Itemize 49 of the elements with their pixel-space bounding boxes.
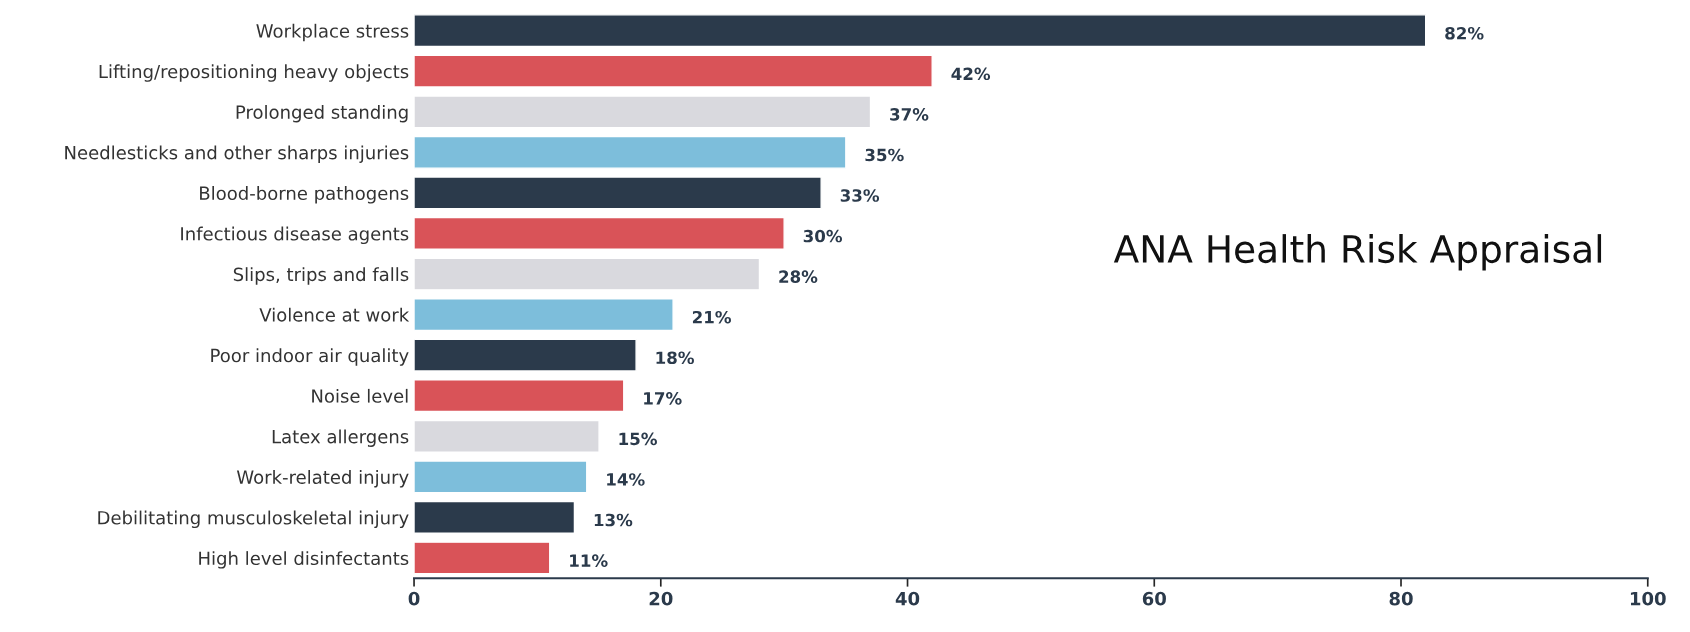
data-label: 15% [619, 432, 657, 446]
y-tick-label: Debilitating musculoskeletal injury [98, 510, 409, 529]
x-tick-label: 80 [1389, 591, 1413, 606]
x-tick-label: 60 [1142, 591, 1166, 606]
y-tick-label: Violence at work [259, 307, 410, 322]
bar [414, 541, 551, 575]
data-label: 28% [779, 270, 818, 283]
bar [414, 176, 822, 210]
x-tick-label: 20 [649, 591, 673, 606]
data-label: 37% [890, 108, 929, 121]
data-label: 82% [1445, 26, 1484, 40]
data-label: 14% [607, 473, 645, 486]
y-tick-label: Infectious disease agents [181, 226, 409, 245]
data-label: 21% [692, 310, 731, 324]
data-label: 17% [644, 392, 682, 405]
y-tick-label: Noise level [312, 388, 408, 403]
y-tick-label: High level disinfectants [199, 551, 409, 569]
bar [414, 298, 674, 332]
data-label: 18% [656, 351, 694, 365]
bar [414, 135, 847, 169]
y-tick-label: Latex allergens [272, 429, 409, 447]
bar [414, 500, 576, 534]
bar [414, 419, 600, 453]
bar [414, 338, 637, 372]
annotation: ANA Health Risk Appraisal [1113, 234, 1602, 271]
data-label: 42% [951, 67, 991, 81]
y-tick-label: Poor indoor air quality [211, 348, 409, 366]
y-tick-label: Work-related injury [236, 470, 409, 488]
bar [414, 257, 761, 291]
data-label: 30% [803, 229, 843, 243]
y-tick-label: Prolonged standing [236, 104, 408, 123]
bar [414, 379, 625, 413]
data-label: 35% [865, 148, 904, 162]
bar [414, 95, 872, 129]
x-tick-label: 40 [895, 591, 920, 606]
y-tick-label: Workplace stress [256, 23, 409, 42]
y-tick-label: Needlesticks and other sharps injuries [65, 145, 409, 163]
data-label: 11% [570, 554, 608, 567]
y-tick-label: Lifting/repositioning heavy objects [99, 64, 409, 82]
bar [414, 216, 785, 250]
bar [414, 14, 1427, 48]
y-tick-label: Slips, trips and falls [233, 267, 409, 285]
data-label: 33% [840, 189, 880, 202]
bar [414, 460, 588, 494]
x-tick-label: 100 [1630, 591, 1666, 606]
bar [414, 54, 933, 88]
x-tick-label: 0 [408, 591, 420, 606]
data-label: 13% [594, 513, 633, 527]
y-tick-label: Blood-borne pathogens [200, 186, 409, 204]
